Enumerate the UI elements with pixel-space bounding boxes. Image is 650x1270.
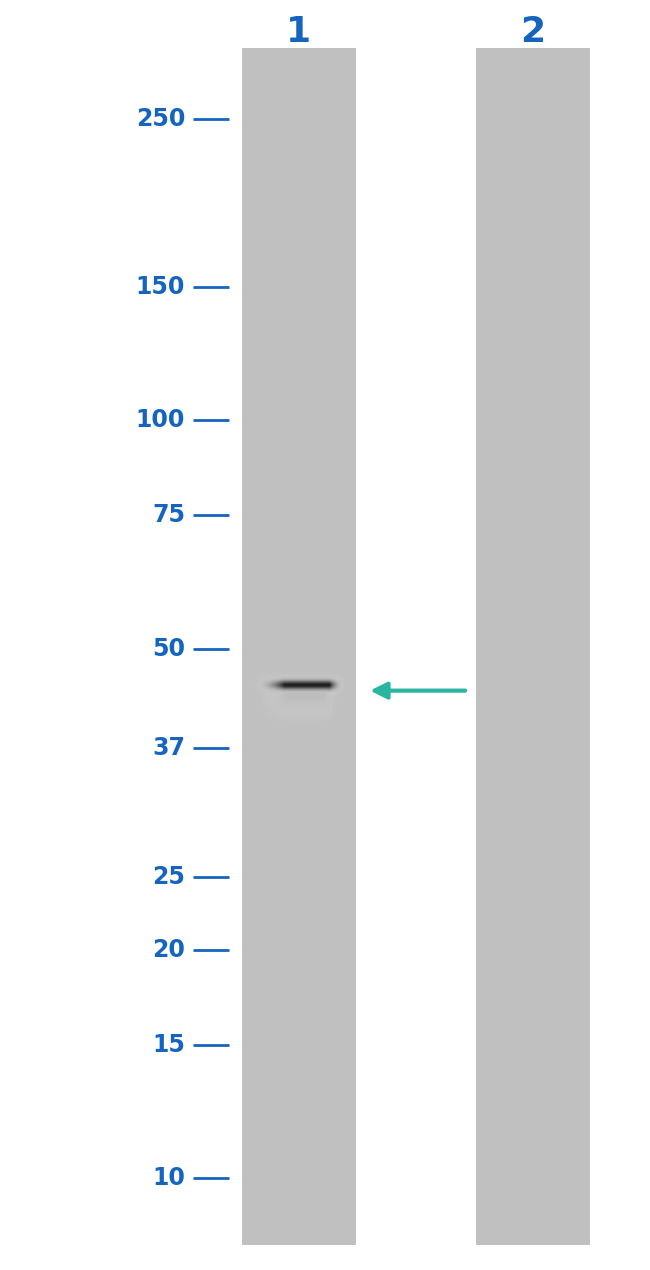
Bar bbox=[476, 48, 590, 1245]
Text: 1: 1 bbox=[287, 15, 311, 48]
Text: 2: 2 bbox=[521, 15, 545, 48]
Text: 150: 150 bbox=[136, 274, 185, 298]
Bar bbox=[242, 48, 356, 1245]
Text: 20: 20 bbox=[152, 939, 185, 963]
Text: 10: 10 bbox=[152, 1166, 185, 1190]
Text: 37: 37 bbox=[152, 735, 185, 759]
Text: 250: 250 bbox=[136, 107, 185, 131]
Text: 50: 50 bbox=[152, 636, 185, 660]
Text: 15: 15 bbox=[152, 1033, 185, 1057]
Text: 100: 100 bbox=[136, 409, 185, 432]
Text: 75: 75 bbox=[152, 503, 185, 527]
Text: 25: 25 bbox=[152, 865, 185, 889]
